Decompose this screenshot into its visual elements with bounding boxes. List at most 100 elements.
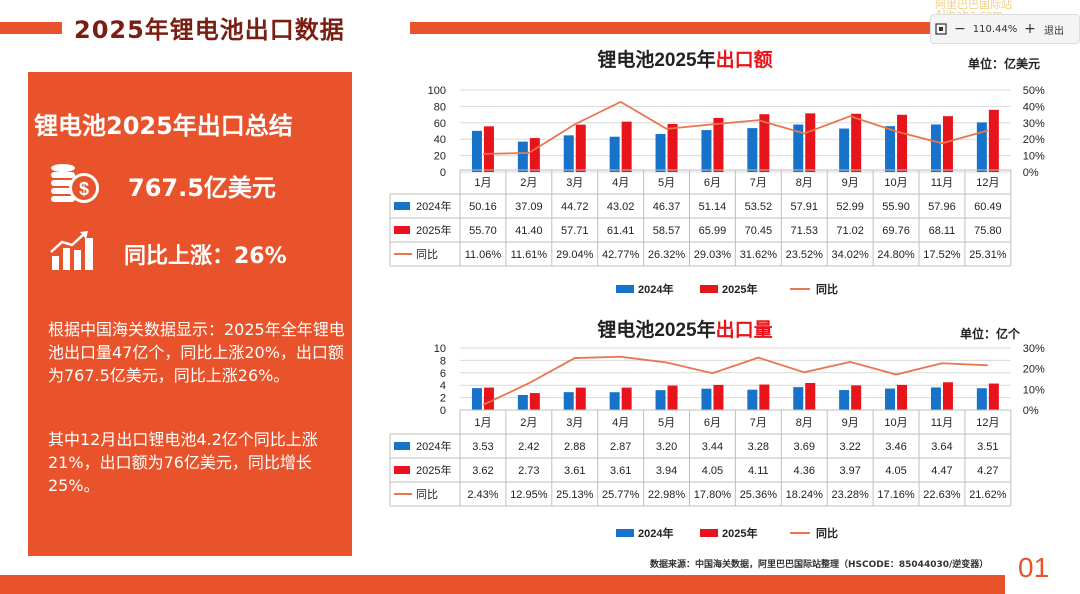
chart2-data-label: 12.95% (510, 489, 548, 501)
chart1-row-swatch-2024 (394, 202, 410, 210)
chart1-data-label: 55.70 (469, 225, 497, 237)
chart1-data-label: 60.49 (974, 201, 1002, 213)
chart2-y-tick: 4 (440, 380, 446, 392)
chart1-data-label: 46.37 (653, 201, 681, 213)
zoom-in-button[interactable]: + (1024, 21, 1036, 37)
chart1-y2-tick: 10% (1023, 151, 1045, 163)
chart1-y-tick: 60 (434, 118, 446, 130)
chart1-data-label: 52.99 (836, 201, 864, 213)
chart2-data-label: 3.61 (610, 465, 631, 477)
chart2-row-label: 2024年 (416, 439, 451, 453)
chart1-category-label: 4月 (612, 177, 629, 189)
chart2-data-label: 25.77% (602, 489, 640, 501)
chart1-y-tick: 20 (434, 151, 446, 163)
chart2-bar-2025 (621, 387, 632, 410)
chart2-bar-2024 (747, 389, 758, 410)
chart2-data-label: 2.43% (467, 489, 498, 501)
chart2-data-label: 2.73 (518, 465, 539, 477)
chart2-data-label: 4.27 (977, 465, 998, 477)
chart2-title-prefix: 锂电池2025年 (597, 318, 715, 341)
chart2-data-label: 25.36% (740, 489, 778, 501)
chart1-y2-tick: 50% (1023, 85, 1045, 97)
chart2-category-label: 11月 (931, 417, 953, 429)
chart1-y-tick: 80 (434, 101, 446, 113)
chart2-category-label: 8月 (796, 417, 813, 429)
chart2-bar-2025 (805, 382, 816, 410)
chart1-category-label: 10月 (884, 177, 907, 189)
summary-paragraph-1: 根据中国海关数据显示：2025年全年锂电池出口量47亿个，同比上涨20%，出口额… (48, 320, 345, 385)
chart2-category-label: 2月 (520, 417, 537, 429)
chart1-category-label: 1月 (474, 177, 491, 189)
chart1-data-label: 57.96 (928, 201, 956, 213)
chart1-data-label: 17.52% (923, 249, 961, 261)
chart2-unit-label: 单位：亿个 (960, 326, 1021, 341)
chart2-data-label: 3.28 (748, 441, 769, 453)
chart2-bar-2025 (897, 384, 908, 410)
chart1-data-label: 41.40 (515, 225, 543, 237)
chart2-data-label: 3.97 (839, 465, 860, 477)
chart1-unit-label: 单位：亿美元 (968, 56, 1040, 71)
chart1-bar-2025 (529, 138, 540, 172)
chart1-y2-tick: 30% (1023, 118, 1045, 130)
chart2-data-label: 2.42 (518, 441, 539, 453)
chart2-bar-2025 (667, 385, 678, 410)
chart2-data-label: 3.53 (472, 441, 493, 453)
bar-growth-icon (50, 231, 93, 270)
chart1-bar-2025 (759, 114, 770, 172)
fit-page-icon[interactable] (931, 15, 951, 43)
chart1-bar-2024 (701, 130, 712, 172)
chart1-bar-2025 (713, 117, 724, 172)
chart2-category-label: 6月 (704, 417, 721, 429)
zoom-out-button[interactable]: − (954, 21, 966, 37)
chart1-category-label: 2月 (520, 177, 537, 189)
chart1-bar-2024 (655, 133, 666, 172)
chart2-data-label: 3.20 (656, 441, 677, 453)
chart2-row-label: 2025年 (416, 463, 451, 477)
chart1-legend-swatch-2025 (700, 285, 718, 293)
chart2-category-label: 4月 (612, 417, 629, 429)
chart1-data-label: 69.76 (882, 225, 910, 237)
chart2-data-label: 25.13% (556, 489, 594, 501)
chart2-category-label: 3月 (566, 417, 583, 429)
chart2-bar-2025 (988, 383, 999, 410)
chart1-bar-2024 (885, 126, 896, 172)
chart2-bar-2024 (471, 388, 482, 410)
chart1-title-highlight: 出口额 (716, 48, 773, 71)
chart1-bar-2024 (563, 135, 574, 172)
chart2-data-label: 4.05 (702, 465, 723, 477)
summary-paragraph-2: 其中12月出口锂电池4.2亿个同比上涨21%，出口额为76亿美元，同比增长25%… (48, 430, 318, 495)
chart1-data-label: 70.45 (745, 225, 773, 237)
chart2-bar-2024 (793, 387, 804, 410)
chart1-data-label: 61.41 (607, 225, 635, 237)
chart2-title: 锂电池2025年出口量 (597, 318, 772, 341)
summary-panel: 锂电池2025年出口总结 $ 767.5亿美元 同比上涨：26% 根据中国海关数… (28, 72, 352, 556)
chart2-data-label: 18.24% (786, 489, 824, 501)
chart2-bar-2025 (851, 385, 862, 410)
chart2-category-label: 10月 (884, 417, 907, 429)
exit-button[interactable]: 退出 (1044, 25, 1064, 37)
chart1-row-swatch-2025 (394, 226, 410, 234)
chart1-data-label: 34.02% (831, 249, 869, 261)
chart2-data-label: 22.63% (923, 489, 961, 501)
chart2-row-swatch-2025 (394, 466, 410, 474)
chart1-data-label: 25.31% (969, 249, 1007, 261)
chart1-data-label: 29.04% (556, 249, 594, 261)
page-number: 01 (1018, 552, 1050, 583)
header-accent-bar-right (410, 22, 930, 34)
chart2-bar-2025 (759, 384, 770, 410)
chart1-data-label: 53.52 (745, 201, 773, 213)
chart2-data-label: 21.62% (969, 489, 1007, 501)
chart1-y2-tick: 20% (1023, 134, 1045, 146)
chart2-bar-2024 (930, 387, 941, 410)
chart2-yoy-line (482, 355, 988, 406)
chart1-data-label: 31.62% (740, 249, 778, 261)
chart2-bar-2024 (563, 392, 574, 410)
chart2-data-label: 3.22 (839, 441, 860, 453)
chart2-bar-2025 (483, 387, 494, 410)
chart1-category-label: 8月 (796, 177, 813, 189)
chart1-data-label: 71.02 (836, 225, 864, 237)
chart2-data-label: 3.44 (702, 441, 723, 453)
chart2-category-label: 9月 (842, 417, 859, 429)
chart1-category-label: 7月 (750, 177, 767, 189)
chart2-y-tick: 10 (434, 343, 446, 355)
